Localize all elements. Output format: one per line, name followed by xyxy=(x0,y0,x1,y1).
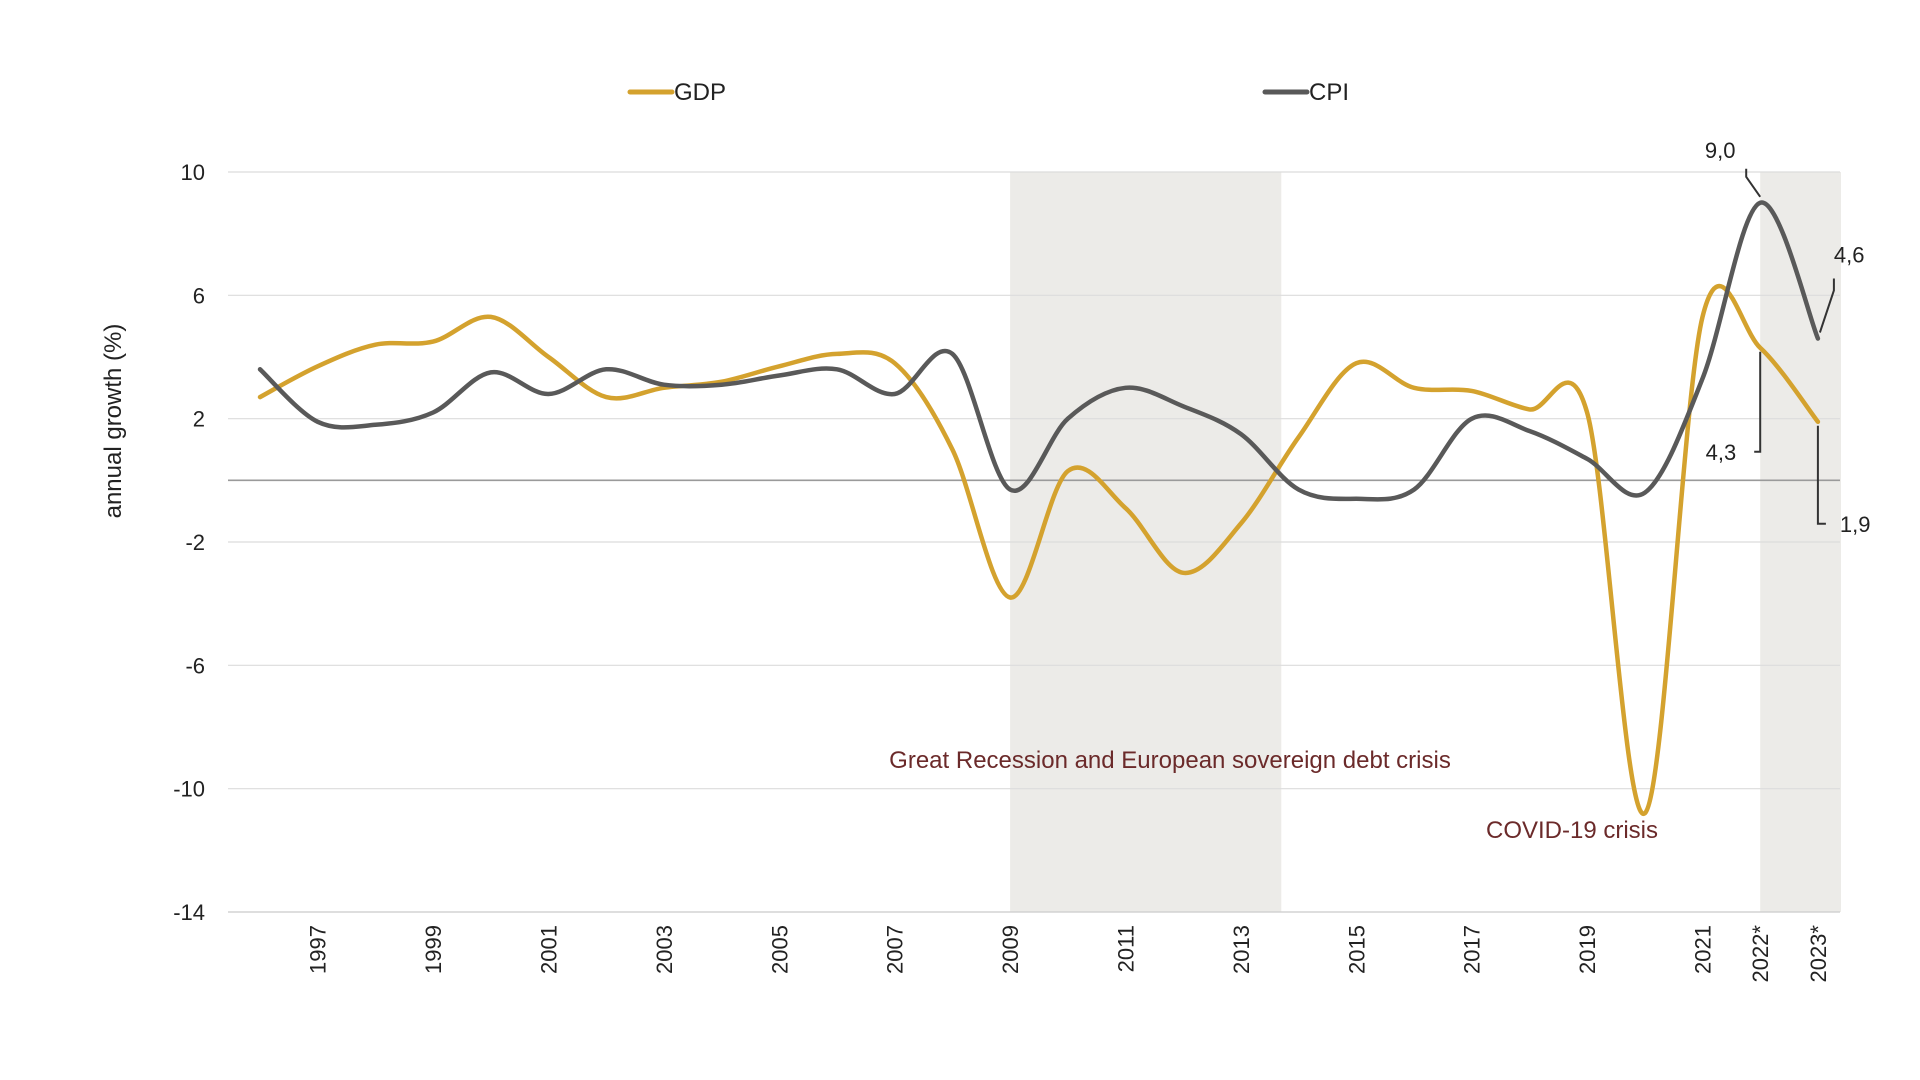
y-tick-label: -6 xyxy=(185,653,205,678)
annotation-leader xyxy=(1745,168,1762,198)
data-point-gdp-2009 xyxy=(1008,596,1012,600)
data-point-gdp-2014 xyxy=(1297,435,1301,439)
data-point-cpi-2003 xyxy=(662,383,666,387)
data-point-gdp-2010 xyxy=(1066,469,1070,473)
data-point-cpi-2023 xyxy=(1816,337,1820,341)
data-point-cpi-2012 xyxy=(1181,404,1185,408)
data-point-gdp-2007 xyxy=(893,361,897,365)
data-point-cpi-1997 xyxy=(316,420,320,424)
y-tick-label: 2 xyxy=(193,407,205,432)
data-point-gdp-1999 xyxy=(431,340,435,344)
legend-label-gdp: GDP xyxy=(674,79,726,106)
x-tick-label: 2007 xyxy=(883,925,908,974)
x-tick-label: 2021 xyxy=(1691,925,1716,974)
data-point-cpi-2006 xyxy=(835,367,839,371)
shaded-period-label: Great Recession and European sovereign d… xyxy=(889,747,1451,774)
data-label-cpi-2022: 9,0 xyxy=(1705,138,1736,163)
x-tick-label: 2019 xyxy=(1575,925,1600,974)
grid-lines xyxy=(228,171,1840,913)
data-point-gdp-1997 xyxy=(316,364,320,368)
data-point-gdp-2016 xyxy=(1412,386,1416,390)
data-point-cpi-2020 xyxy=(1643,491,1647,495)
data-point-cpi-2019 xyxy=(1585,457,1589,461)
covid-crisis-label: COVID-19 crisis xyxy=(1486,817,1658,844)
y-tick-label: 6 xyxy=(193,283,205,308)
data-point-gdp-2019 xyxy=(1585,411,1589,415)
data-point-cpi-2002 xyxy=(604,367,608,371)
annotation-leader xyxy=(1816,425,1826,525)
x-tick-label: 2005 xyxy=(767,925,792,974)
data-point-cpi-2010 xyxy=(1066,417,1070,421)
data-point-gdp-2023 xyxy=(1816,420,1820,424)
x-tick-label: 2017 xyxy=(1460,925,1485,974)
annotation-leader xyxy=(1818,278,1835,333)
data-point-cpi-2022 xyxy=(1758,201,1762,205)
data-point-gdp-2008 xyxy=(950,448,954,452)
legend-label-cpi: CPI xyxy=(1309,79,1349,106)
data-point-gdp-2005 xyxy=(777,364,781,368)
data-point-cpi-1998 xyxy=(373,423,377,427)
data-point-cpi-2021 xyxy=(1701,377,1705,381)
data-point-gdp-2017 xyxy=(1470,389,1474,393)
x-tick-label: 1997 xyxy=(306,925,331,974)
data-point-cpi-2015 xyxy=(1354,497,1358,501)
series-lines xyxy=(257,200,1821,816)
data-point-cpi-2004 xyxy=(720,383,724,387)
y-tick-label: 10 xyxy=(181,160,205,185)
data-point-gdp-2015 xyxy=(1354,361,1358,365)
data-point-cpi-2008 xyxy=(950,352,954,356)
data-point-cpi-2018 xyxy=(1527,429,1531,433)
y-tick-label: -10 xyxy=(173,777,205,802)
x-tick-label: 2001 xyxy=(537,925,562,974)
x-tick-label: 2015 xyxy=(1344,925,1369,974)
y-tick-label: -14 xyxy=(173,900,205,925)
x-tick-label: 2009 xyxy=(998,925,1023,974)
data-point-cpi-2009 xyxy=(1008,488,1012,492)
data-label-gdp-2023: 1,9 xyxy=(1840,512,1871,537)
data-point-gdp-2002 xyxy=(604,395,608,399)
y-tick-label: -2 xyxy=(185,530,205,555)
x-tick-label: 1999 xyxy=(421,925,446,974)
data-point-gdp-2011 xyxy=(1124,506,1128,510)
x-tick-label: 2011 xyxy=(1114,925,1139,972)
x-tick-label: 2023* xyxy=(1806,925,1831,983)
annotations: Great Recession and European sovereign d… xyxy=(889,138,1870,844)
legend: GDP CPI xyxy=(627,79,1349,106)
data-point-cpi-2017 xyxy=(1470,417,1474,421)
data-point-gdp-2021 xyxy=(1701,315,1705,319)
data-point-cpi-2001 xyxy=(547,392,551,396)
data-point-gdp-2006 xyxy=(835,352,839,356)
axis-labels: 10 6 2 -2 -6 -10 -14 1997 1999 2001 2003 2005 2007 20… xyxy=(100,160,1831,983)
x-tick-label: 2003 xyxy=(652,925,677,974)
data-point-gdp-2018 xyxy=(1527,407,1531,411)
data-point-cpi-1999 xyxy=(431,411,435,415)
data-point-cpi-1996 xyxy=(258,367,262,371)
data-label-cpi-2023: 4,6 xyxy=(1834,243,1865,268)
data-point-gdp-2000 xyxy=(489,315,493,319)
data-point-cpi-2005 xyxy=(777,374,781,378)
data-point-cpi-2013 xyxy=(1239,432,1243,436)
data-point-cpi-2007 xyxy=(893,392,897,396)
series-line-gdp xyxy=(257,283,1821,816)
x-tick-label: 2022* xyxy=(1748,925,1773,983)
data-point-cpi-2016 xyxy=(1412,488,1416,492)
data-point-gdp-2001 xyxy=(547,355,551,359)
data-point-gdp-2012 xyxy=(1181,571,1185,575)
x-tick-label: 2013 xyxy=(1229,925,1254,974)
series-line-cpi xyxy=(257,200,1821,502)
y-axis-title: annual growth (%) xyxy=(100,324,127,519)
data-point-gdp-2022 xyxy=(1758,346,1762,350)
data-point-cpi-2000 xyxy=(489,370,493,374)
data-label-gdp-2022: 4,3 xyxy=(1706,440,1737,465)
data-point-gdp-2020 xyxy=(1643,811,1647,815)
data-point-gdp-1998 xyxy=(373,343,377,347)
annotation-leader xyxy=(1754,351,1762,453)
data-point-cpi-2014 xyxy=(1297,488,1301,492)
data-point-cpi-2011 xyxy=(1124,386,1128,390)
data-point-gdp-1996 xyxy=(258,395,262,399)
data-point-gdp-2013 xyxy=(1239,522,1243,526)
